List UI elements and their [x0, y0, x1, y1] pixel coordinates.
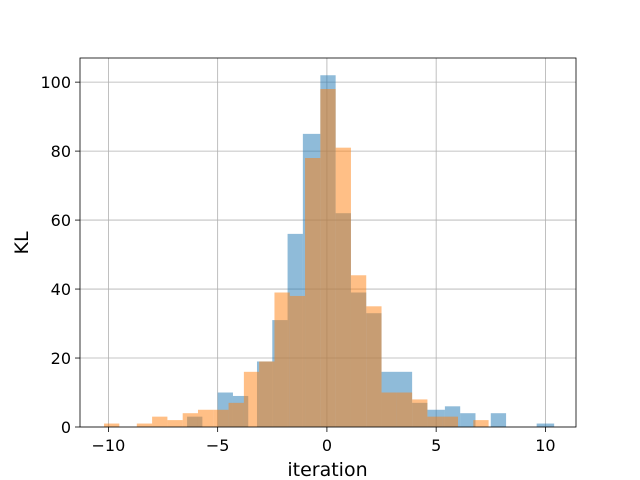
histogram-bar: [396, 392, 413, 427]
histogram-bar: [320, 89, 336, 427]
histogram-bar: [243, 371, 260, 427]
histogram-bar: [536, 423, 555, 427]
histogram-bar: [152, 416, 168, 427]
histogram-bar: [460, 413, 476, 427]
y-tick-label: 60: [51, 211, 71, 230]
y-axis-label: KL: [11, 231, 33, 254]
y-tick-label: 100: [40, 73, 71, 92]
y-axis-ticks: 0 20 40 60 80 100: [40, 73, 80, 437]
histogram-bar: [412, 399, 428, 427]
histogram-bar: [427, 416, 443, 427]
histogram-bar: [259, 361, 275, 427]
histogram-bar: [366, 306, 382, 427]
y-tick-label: 20: [51, 349, 71, 368]
histogram-bar: [381, 392, 397, 427]
histogram-bar: [104, 423, 120, 427]
histogram-bar: [136, 423, 153, 427]
histogram-bars: [104, 75, 555, 428]
histogram-bar: [228, 402, 244, 427]
y-tick-label: 80: [51, 142, 71, 161]
histogram-bar: [289, 295, 306, 427]
x-tick-label: 10: [535, 436, 555, 455]
histogram-bar: [490, 413, 507, 427]
histogram-bar: [305, 158, 321, 427]
histogram-bar: [442, 416, 459, 427]
x-tick-label: 5: [431, 436, 441, 455]
plot-frame: [79, 57, 577, 428]
histogram-bar: [213, 409, 229, 427]
histogram-bar: [197, 409, 214, 427]
histogram-bar: [473, 420, 489, 427]
x-axis-ticks: −10 −5 0 5 10: [92, 427, 556, 455]
x-tick-label: 0: [322, 436, 332, 455]
y-tick-label: 40: [51, 280, 71, 299]
y-tick-label: 0: [61, 418, 71, 437]
histogram-bar: [182, 413, 198, 427]
histogram-bar: [274, 292, 290, 427]
histogram-bar: [167, 420, 183, 427]
histogram-bar: [350, 275, 367, 427]
series-2-bars: [104, 89, 489, 427]
histogram-bar: [335, 147, 351, 427]
x-tick-label: −5: [206, 436, 230, 455]
x-tick-label: −10: [92, 436, 126, 455]
x-axis-label: iteration: [287, 459, 367, 480]
